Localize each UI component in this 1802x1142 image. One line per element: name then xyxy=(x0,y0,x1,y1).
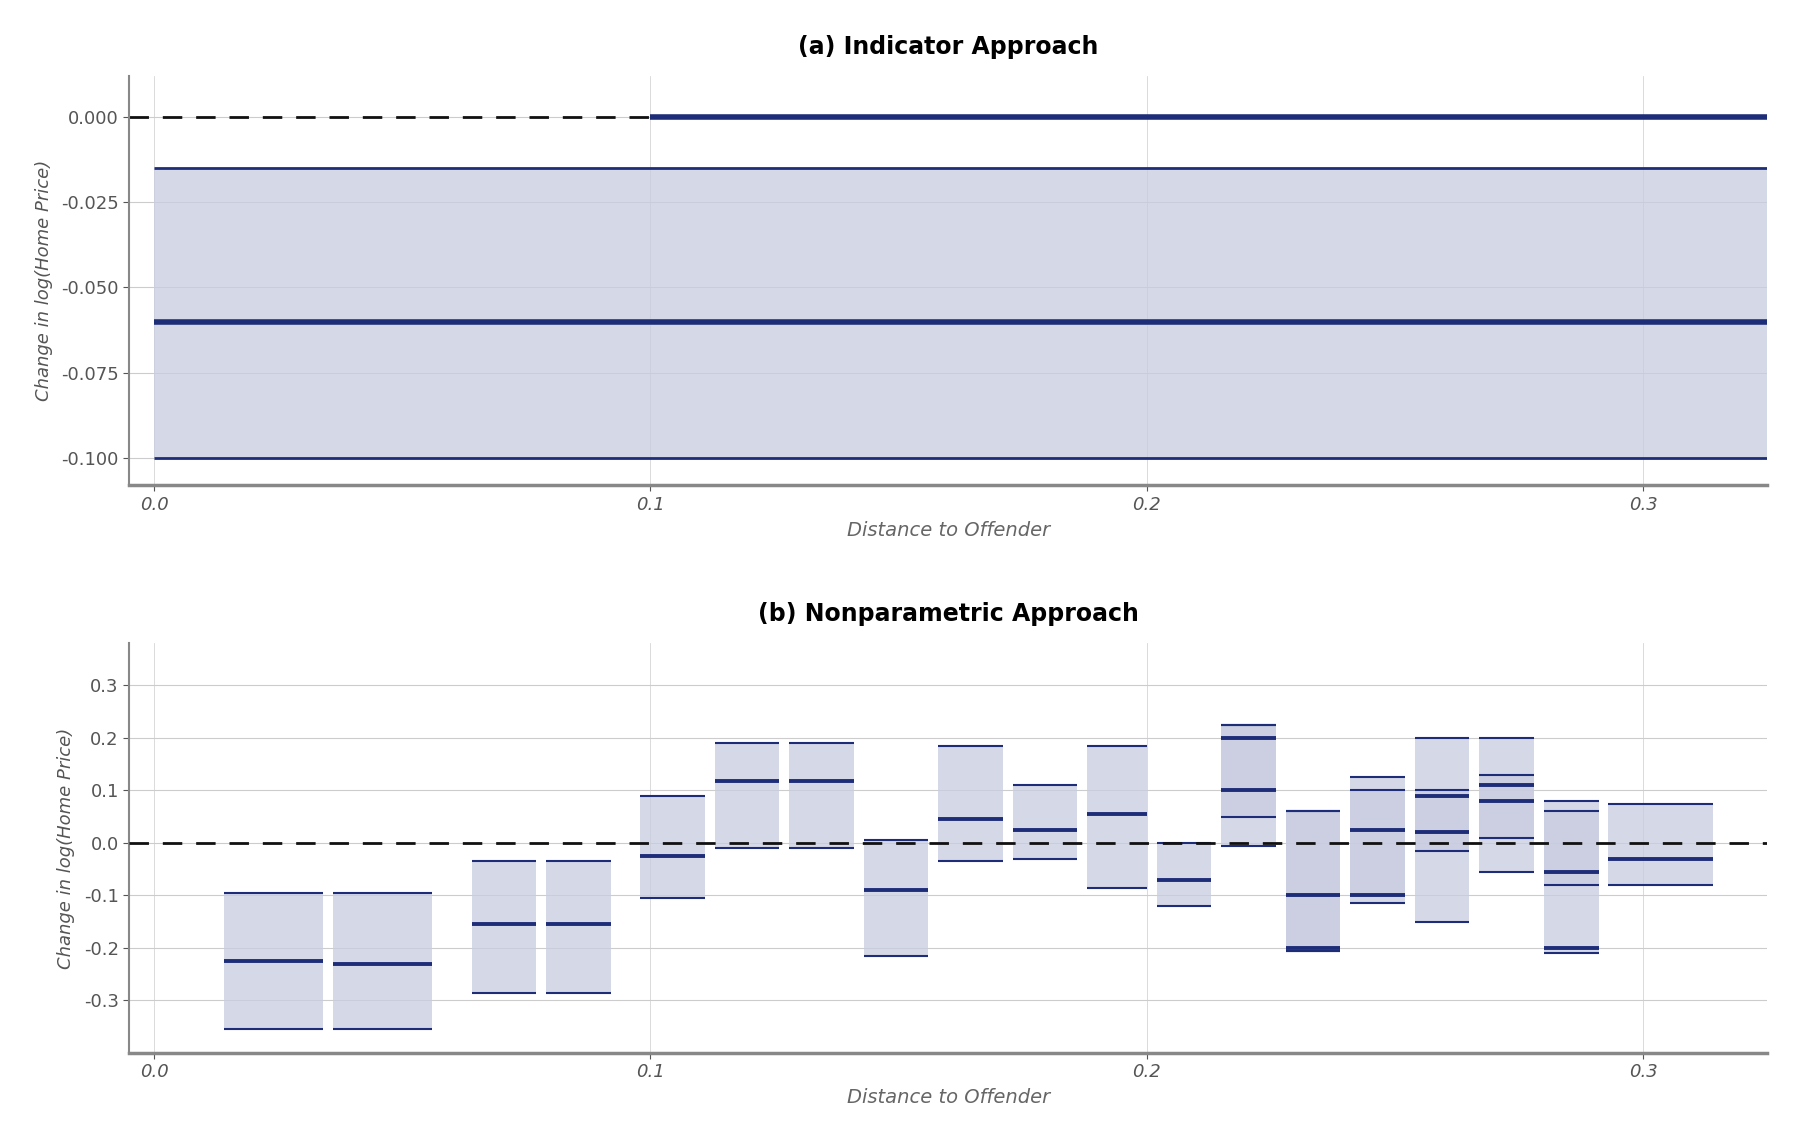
Title: (a) Indicator Approach: (a) Indicator Approach xyxy=(798,34,1099,58)
Title: (b) Nonparametric Approach: (b) Nonparametric Approach xyxy=(759,602,1139,626)
X-axis label: Distance to Offender: Distance to Offender xyxy=(847,521,1051,540)
X-axis label: Distance to Offender: Distance to Offender xyxy=(847,1088,1051,1108)
Y-axis label: Change in log(Home Price): Change in log(Home Price) xyxy=(58,727,76,968)
Y-axis label: Change in log(Home Price): Change in log(Home Price) xyxy=(34,160,52,401)
